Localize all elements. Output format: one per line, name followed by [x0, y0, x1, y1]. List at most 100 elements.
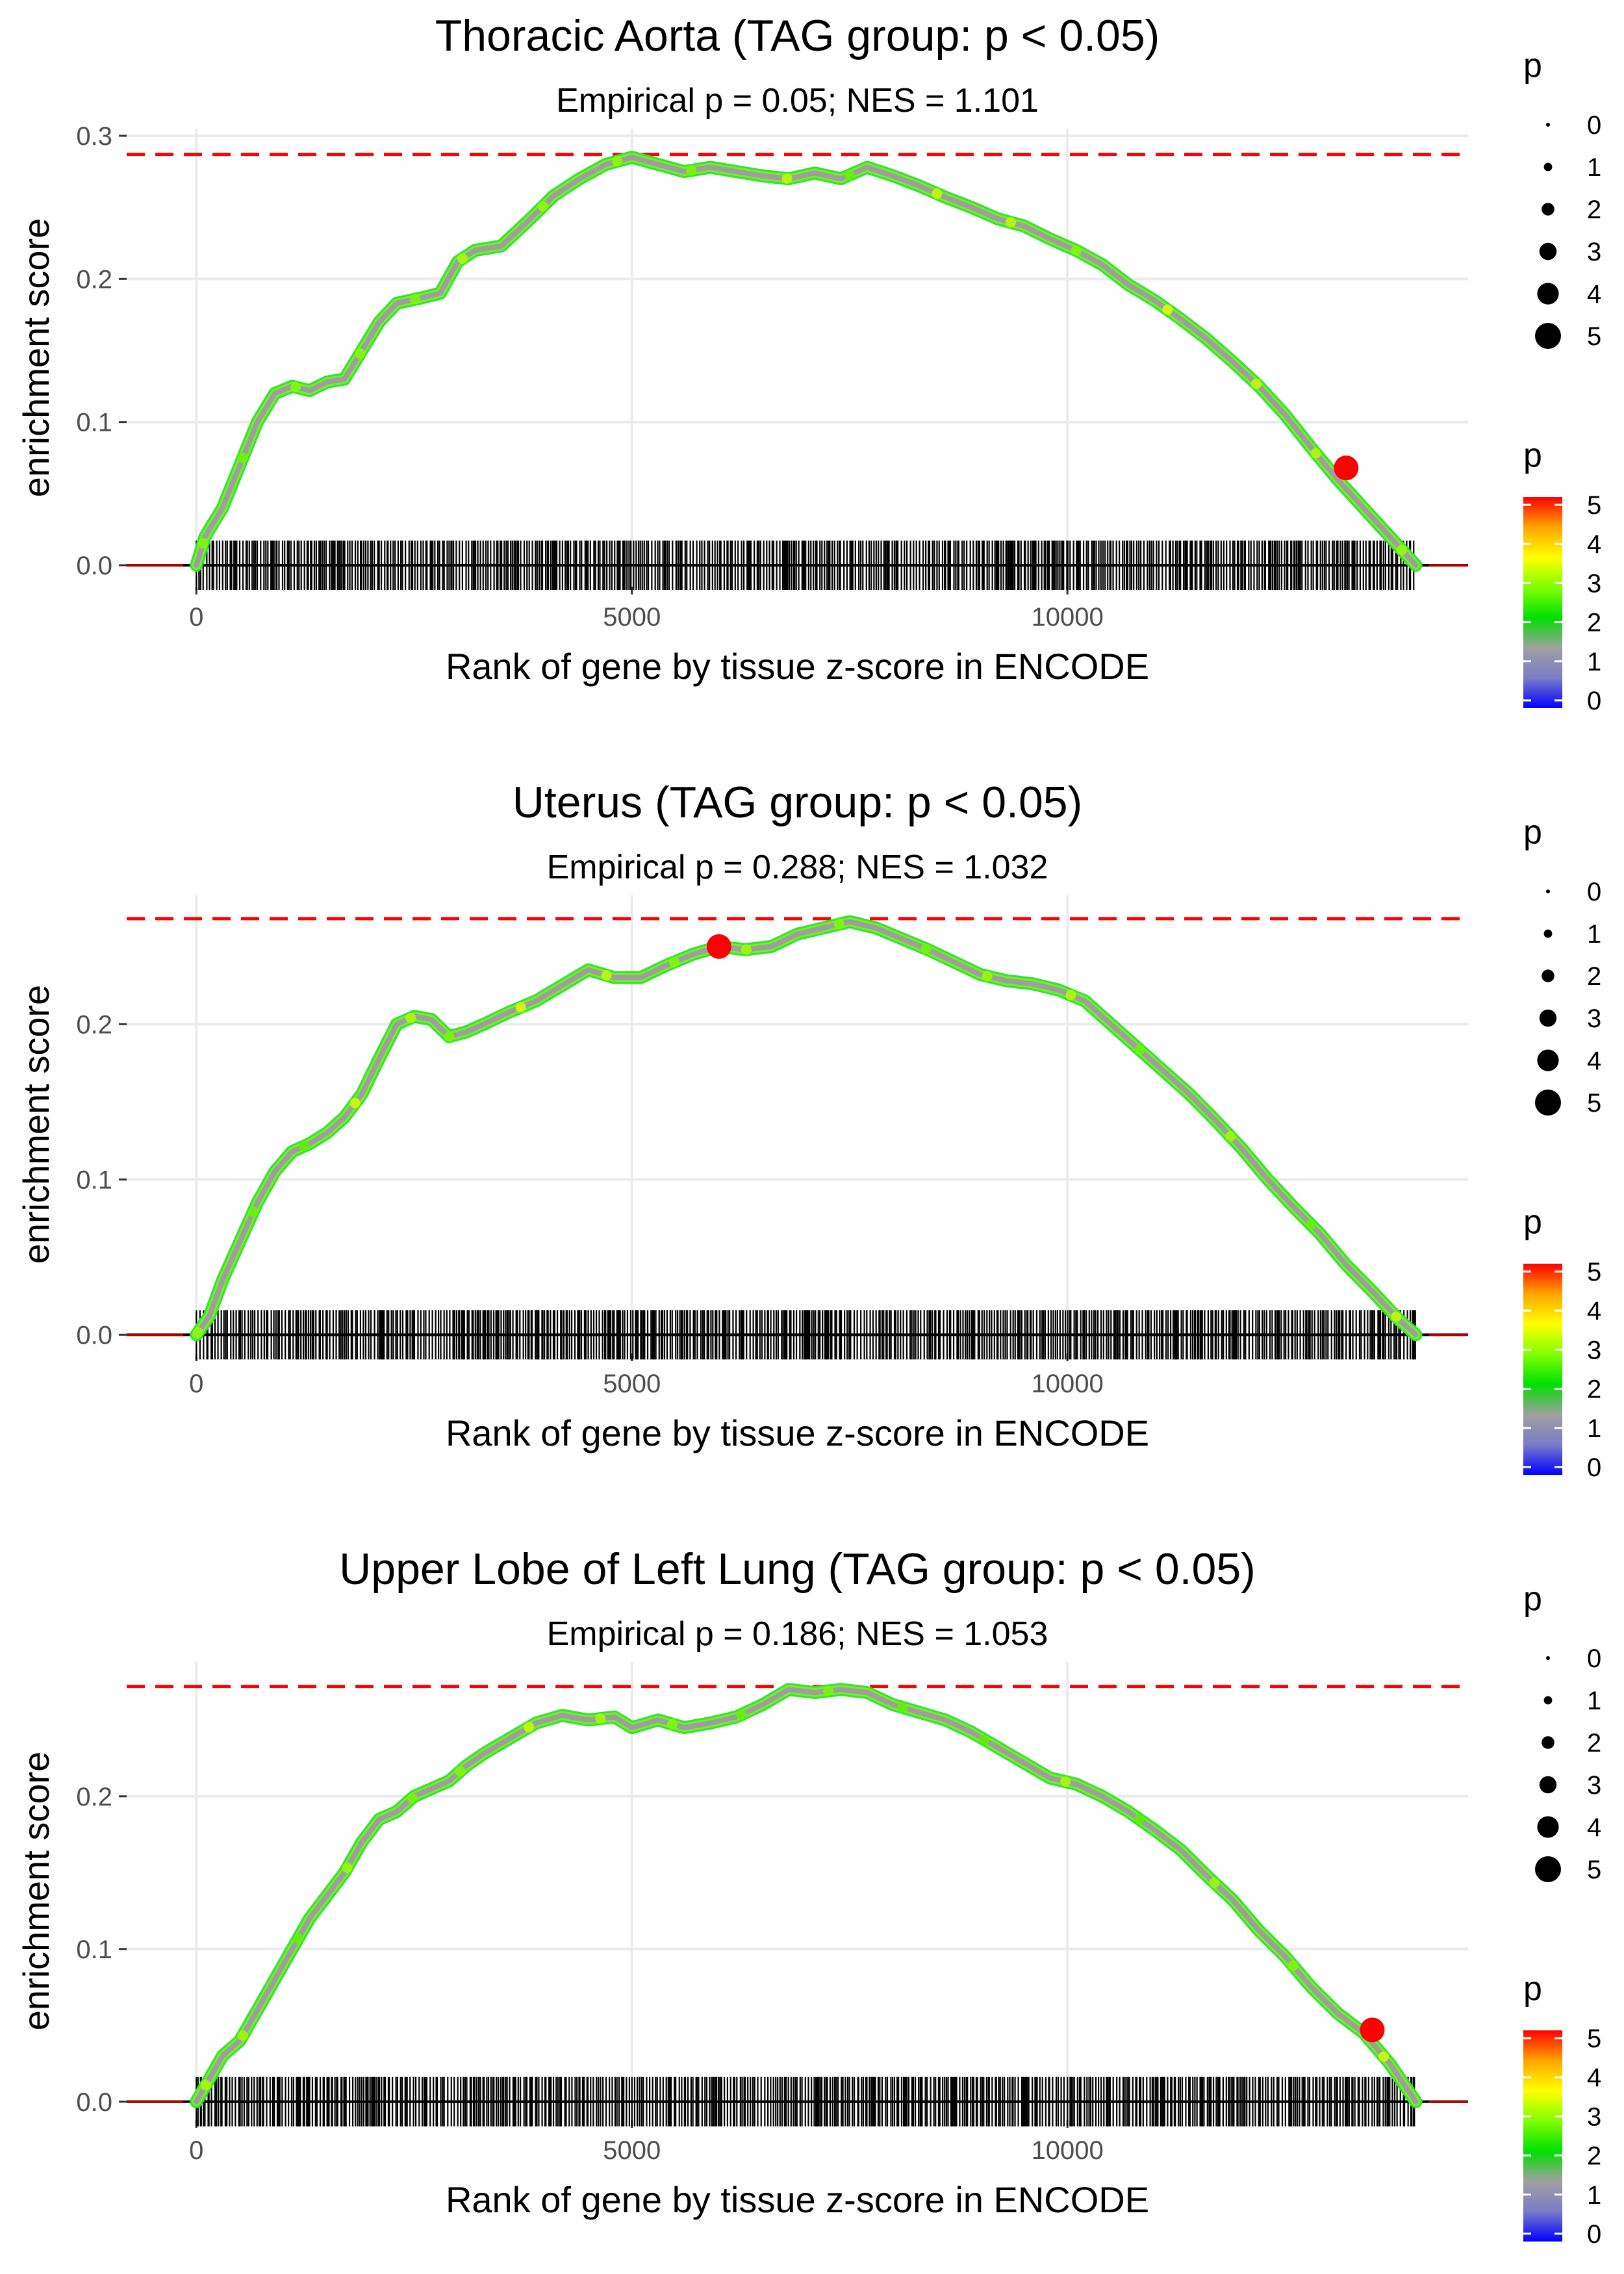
size-legend-title: p — [1523, 1580, 1542, 1618]
es-point — [192, 1327, 203, 1338]
x-tick-label: 5000 — [603, 603, 661, 632]
size-legend-label: 5 — [1587, 1089, 1601, 1118]
size-legend-label: 0 — [1587, 878, 1601, 906]
color-bar-label: 5 — [1587, 1258, 1601, 1286]
highlight-point — [1360, 2017, 1385, 2043]
es-point — [1250, 378, 1262, 389]
es-point — [1310, 448, 1321, 459]
color-legend-title: p — [1523, 1203, 1542, 1241]
chart-panel-3: Upper Lobe of Left Lung (TAG group: p < … — [16, 1544, 1601, 2249]
es-point — [197, 538, 209, 549]
es-curve-points — [200, 1685, 1389, 2091]
color-bar-label: 3 — [1587, 569, 1601, 598]
size-legend-dot — [1537, 283, 1559, 305]
es-point — [686, 165, 697, 176]
es-point — [844, 170, 855, 181]
y-tick-label: 0.2 — [76, 1010, 112, 1039]
es-point — [293, 1933, 304, 1944]
size-legend-label: 5 — [1587, 1856, 1601, 1884]
es-point — [237, 452, 248, 463]
es-point — [515, 1002, 526, 1013]
y-tick-label: 0.2 — [76, 265, 112, 294]
x-axis-label: Rank of gene by tissue z-score in ENCODE — [446, 2179, 1149, 2220]
color-legend-title: p — [1523, 437, 1542, 474]
es-point — [833, 919, 844, 930]
size-legend-label: 0 — [1587, 111, 1601, 140]
color-legend: p 0 1 2 3 4 5 — [1523, 437, 1601, 715]
size-legend: p 0 1 2 3 4 5 — [1523, 1580, 1601, 1884]
es-point — [1162, 304, 1173, 315]
x-tick-label: 10000 — [1032, 1370, 1104, 1398]
x-tick-label: 5000 — [603, 1370, 661, 1398]
es-point — [410, 294, 421, 305]
es-point — [1065, 990, 1076, 1001]
y-tick-label: 0.1 — [76, 409, 112, 437]
y-tick-label: 0.0 — [76, 552, 112, 580]
size-legend-dot — [1539, 242, 1557, 261]
es-point — [669, 956, 680, 967]
size-legend-label: 1 — [1587, 920, 1601, 949]
color-bar-label: 0 — [1587, 687, 1601, 715]
es-point — [200, 2080, 211, 2091]
size-legend: p 0 1 2 3 4 5 — [1523, 47, 1601, 351]
es-point — [781, 173, 793, 184]
size-legend-dot — [1542, 969, 1554, 982]
es-curve-core — [194, 1687, 1419, 2104]
es-point — [455, 1766, 466, 1777]
chart-panel-1: Thoracic Aorta (TAG group: p < 0.05) Empi… — [16, 11, 1601, 715]
es-point — [982, 971, 993, 982]
es-point — [349, 1097, 361, 1108]
size-legend-dot — [1537, 1816, 1559, 1838]
y-axis-label: enrichment score — [16, 218, 57, 498]
chart-panel-2: Uterus (TAG group: p < 0.05) Empirical p … — [16, 778, 1601, 1482]
size-legend-title: p — [1523, 47, 1542, 84]
size-legend-dot — [1539, 1009, 1557, 1027]
color-bar-label: 4 — [1587, 1297, 1601, 1325]
color-bar — [1523, 2030, 1562, 2242]
es-curve-points — [197, 156, 1408, 556]
color-bar-label: 0 — [1587, 2220, 1601, 2249]
x-tick-label: 0 — [189, 603, 203, 632]
size-legend-label: 4 — [1587, 1047, 1601, 1075]
es-point — [601, 970, 612, 981]
x-tick-label: 10000 — [1032, 2136, 1104, 2165]
y-tick-label: 0.0 — [76, 1321, 112, 1349]
color-bar-label: 4 — [1587, 2063, 1601, 2092]
size-legend-dot — [1543, 162, 1553, 172]
es-point — [612, 156, 623, 167]
size-legend-dot — [1542, 203, 1554, 216]
es-point — [1060, 1776, 1071, 1787]
size-legend-dot — [1535, 1090, 1561, 1116]
size-legend-dot — [1543, 929, 1553, 938]
size-legend-label: 2 — [1587, 1729, 1601, 1757]
chart-subtitle: Empirical p = 0.05; NES = 1.101 — [556, 82, 1039, 120]
color-bar — [1523, 1264, 1562, 1475]
es-point — [342, 1862, 353, 1873]
color-bar-label: 3 — [1587, 1336, 1601, 1364]
size-legend-dot — [1546, 889, 1550, 893]
color-bar-label: 3 — [1587, 2102, 1601, 2131]
color-bar-label: 1 — [1587, 2181, 1601, 2210]
size-legend-title: p — [1523, 813, 1542, 851]
es-point — [298, 1141, 309, 1152]
x-tick-label: 0 — [189, 2136, 203, 2165]
chart-subtitle: Empirical p = 0.288; NES = 1.032 — [547, 849, 1048, 886]
es-point — [1288, 1960, 1299, 1971]
es-point — [1397, 544, 1408, 556]
es-point — [1378, 2051, 1389, 2062]
es-point — [407, 1793, 418, 1804]
chart-title: Thoracic Aorta (TAG group: p < 0.05) — [435, 11, 1160, 60]
color-bar-label: 2 — [1587, 2142, 1601, 2171]
y-tick-label: 0.3 — [76, 122, 112, 151]
es-point — [247, 1207, 259, 1218]
size-legend-label: 4 — [1587, 280, 1601, 309]
color-legend: p 0 1 2 3 4 5 — [1523, 1970, 1601, 2249]
size-legend-dot — [1537, 1049, 1559, 1071]
es-point — [457, 253, 468, 264]
es-point — [1134, 1814, 1145, 1825]
color-bar-label: 1 — [1587, 1414, 1601, 1443]
es-point — [1225, 1131, 1236, 1142]
x-tick-label: 5000 — [603, 2136, 661, 2165]
chart-subtitle: Empirical p = 0.186; NES = 1.053 — [547, 1615, 1048, 1653]
